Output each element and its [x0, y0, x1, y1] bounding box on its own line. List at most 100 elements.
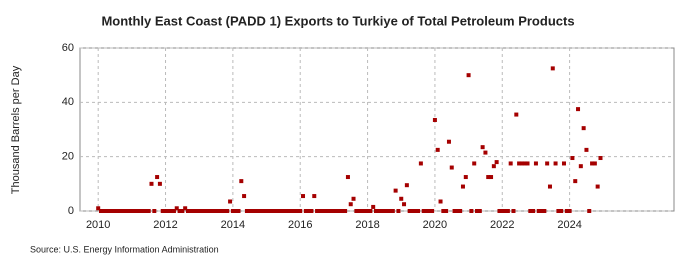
- point: [491, 164, 496, 169]
- point: [199, 209, 204, 213]
- point: [264, 209, 269, 213]
- y-tick-label: 0: [68, 205, 74, 217]
- point: [222, 209, 227, 213]
- point: [113, 209, 118, 213]
- point: [475, 209, 480, 213]
- point: [340, 209, 345, 213]
- point: [404, 183, 409, 188]
- point: [581, 126, 586, 131]
- point: [329, 209, 334, 213]
- point: [214, 209, 219, 213]
- point: [435, 147, 440, 152]
- x-tick-label: 2016: [288, 219, 312, 231]
- point: [233, 209, 238, 213]
- point: [449, 165, 454, 170]
- point: [267, 209, 272, 213]
- point: [107, 209, 112, 213]
- point: [424, 209, 429, 213]
- point: [376, 209, 381, 213]
- point: [228, 199, 233, 204]
- point: [407, 209, 412, 213]
- point: [219, 209, 224, 213]
- point: [359, 209, 364, 213]
- point: [230, 209, 235, 213]
- point: [211, 209, 216, 213]
- point: [592, 161, 597, 166]
- point: [351, 196, 356, 201]
- point: [489, 175, 494, 180]
- x-tick-label: 2010: [86, 219, 110, 231]
- chart-title: Monthly East Coast (PADD 1) Exports to T…: [101, 13, 574, 28]
- point: [413, 209, 418, 213]
- point: [388, 209, 393, 213]
- point: [402, 202, 407, 207]
- point: [354, 209, 359, 213]
- point: [312, 194, 317, 199]
- point: [587, 209, 592, 213]
- point: [458, 209, 463, 213]
- x-tick-label: 2012: [153, 219, 177, 231]
- point: [444, 209, 449, 213]
- point: [480, 145, 485, 150]
- y-tick-label: 20: [62, 151, 74, 163]
- point: [418, 161, 423, 166]
- point: [556, 209, 561, 213]
- y-tick-label: 60: [62, 42, 74, 54]
- point: [368, 209, 373, 213]
- point: [121, 209, 126, 213]
- point: [244, 209, 249, 213]
- point: [143, 209, 148, 213]
- point: [202, 209, 207, 213]
- point: [157, 181, 162, 186]
- point: [446, 139, 451, 144]
- point: [416, 209, 421, 213]
- point: [441, 209, 446, 213]
- point: [98, 209, 103, 213]
- point: [272, 209, 277, 213]
- point: [166, 209, 171, 213]
- point: [289, 209, 294, 213]
- point: [343, 209, 348, 213]
- point: [430, 209, 435, 213]
- point: [163, 209, 168, 213]
- point: [503, 209, 508, 213]
- point: [275, 209, 280, 213]
- point: [570, 156, 575, 161]
- point: [348, 202, 353, 207]
- point: [127, 209, 132, 213]
- point: [298, 209, 303, 213]
- point: [183, 206, 188, 211]
- point: [483, 150, 488, 155]
- point: [533, 161, 538, 166]
- point: [472, 161, 477, 166]
- point: [236, 209, 241, 213]
- point: [225, 209, 230, 213]
- point: [261, 209, 266, 213]
- point: [317, 209, 322, 213]
- point: [550, 66, 555, 71]
- point: [598, 156, 603, 161]
- point: [138, 209, 143, 213]
- point: [385, 209, 390, 213]
- point: [177, 209, 182, 213]
- point: [477, 209, 482, 213]
- point: [564, 209, 569, 213]
- point: [396, 209, 401, 213]
- point: [326, 209, 331, 213]
- point: [539, 209, 544, 213]
- point: [393, 188, 398, 193]
- point: [511, 209, 516, 213]
- point: [519, 161, 524, 166]
- point: [258, 209, 263, 213]
- point: [250, 209, 255, 213]
- point: [208, 209, 213, 213]
- point: [197, 209, 202, 213]
- point: [432, 117, 437, 122]
- point: [141, 209, 146, 213]
- point: [180, 209, 185, 213]
- point: [522, 161, 527, 166]
- point: [146, 209, 151, 213]
- point: [455, 209, 460, 213]
- point: [110, 209, 115, 213]
- point: [295, 209, 300, 213]
